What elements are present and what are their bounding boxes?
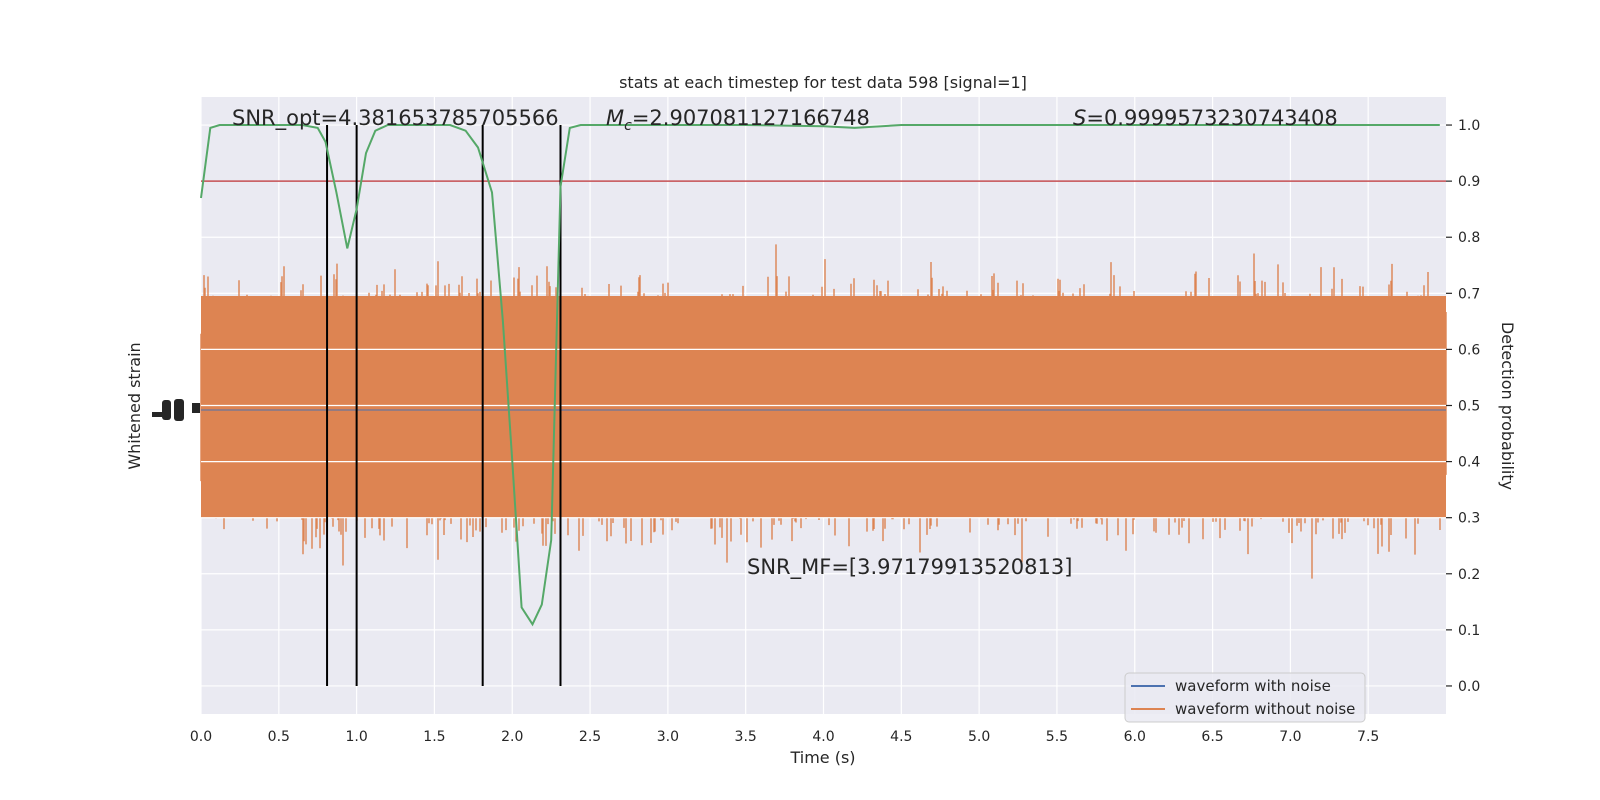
x-tick-label: 1.0 [345,729,367,745]
legend: waveform with noise waveform without noi… [1124,672,1366,723]
x-tick-label: 5.5 [1046,729,1068,745]
snr-opt-annotation: SNR_opt=4.381653785705566 [232,106,559,131]
x-tick-label: 4.5 [890,729,912,745]
x-tick-label: 7.0 [1279,729,1301,745]
y-tick-label: 0.9 [1458,174,1480,190]
x-tick-label: 0.5 [268,729,290,745]
y-left-axis-label: Whitened strain [125,342,144,469]
y-tick-label: 0.8 [1458,230,1480,246]
chart-title: stats at each timestep for test data 598… [619,73,1027,92]
x-tick-label: 2.0 [501,729,523,745]
legend-box [1124,672,1366,723]
y-right-axis-label: Detection probability [1498,322,1517,490]
y-tick-label: 0.6 [1458,342,1480,358]
chirp-mass-annotation: Mc=2.907081127166748 [606,106,870,134]
waveform-without-noise-series [200,244,1447,579]
x-tick-label: 3.5 [735,729,757,745]
x-axis-label: Time (s) [789,748,855,767]
y-tick-label: 0.3 [1458,511,1480,527]
x-tick-label: 0.0 [190,729,212,745]
x-tick-label: 1.5 [423,729,445,745]
s-symbol: S [1073,106,1086,130]
chirp-mass-subscript: c [624,118,632,134]
s-annotation: S=0.9999573230743408 [1073,106,1338,130]
legend-label-with-noise: waveform with noise [1175,677,1331,695]
y-tick-label: 0.0 [1458,679,1480,695]
y-tick-label: 0.1 [1458,623,1480,639]
y-tick-label: 0.2 [1458,567,1480,583]
detection-probability-line [200,124,1440,627]
x-tick-label: 5.0 [968,729,990,745]
x-tick-label: 6.0 [1124,729,1146,745]
x-tick-labels: 0.0 0.5 1.0 1.5 2.0 2.5 3.0 3.5 4.0 4.5 5.0 5.5 6.0 6… [190,729,1379,745]
noise-core [201,296,1446,518]
x-tick-label: 2.5 [579,729,601,745]
s-value: =0.9999573230743408 [1086,106,1337,130]
x-tick-label: 7.5 [1357,729,1379,745]
snr-mf-annotation: SNR_MF=[3.97179913520813] [747,555,1072,580]
y-tick-label: 0.5 [1458,399,1480,415]
x-tick-label: 6.5 [1201,729,1223,745]
chirp-mass-symbol: M [606,106,624,130]
y-right-tick-labels: 0.0 0.1 0.2 0.3 0.4 0.5 0.6 0.7 0.8 0.9 1.0 [1446,118,1480,695]
y-tick-label: 0.4 [1458,455,1480,471]
left-axis-offset-glyphs [152,399,200,421]
y-tick-label: 0.7 [1458,286,1480,302]
x-tick-label: 3.0 [657,729,679,745]
chirp-mass-value: =2.907081127166748 [632,106,870,130]
x-tick-label: 4.0 [812,729,834,745]
y-tick-label: 1.0 [1458,118,1480,134]
legend-label-without-noise: waveform without noise [1175,700,1355,718]
